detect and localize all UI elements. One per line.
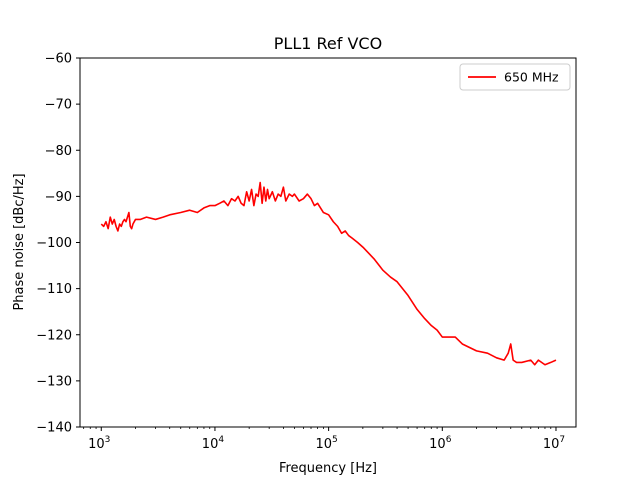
y-tick-label-0: −60: [45, 52, 72, 67]
y-tick-label-2: −80: [45, 144, 72, 159]
y-tick-label-3: −90: [45, 190, 72, 205]
x-tick-exponent-3: 6: [446, 435, 452, 445]
x-tick-exponent-4: 7: [559, 435, 565, 445]
y-tick-label-1: −70: [45, 98, 72, 113]
legend-box: [459, 63, 571, 91]
y-tick-label-8: −140: [36, 421, 72, 436]
x-tick-exponent-0: 3: [105, 435, 111, 445]
legend-label-0: 650 MHz: [504, 70, 559, 85]
y-tick-label-5: −110: [36, 282, 72, 297]
y-tick-label-6: −120: [36, 328, 72, 343]
chart-title: PLL1 Ref VCO: [274, 34, 382, 53]
y-tick-label-4: −100: [36, 236, 72, 251]
y-axis-label: Phase noise [dBc/Hz]: [12, 173, 27, 310]
y-tick-label-7: −130: [36, 374, 72, 389]
x-tick-exponent-1: 4: [218, 435, 224, 445]
x-tick-exponent-2: 5: [332, 435, 338, 445]
series-line-0: [100, 181, 557, 366]
legend: 650 MHz: [459, 63, 571, 91]
x-axis-label: Frequency [Hz]: [279, 461, 377, 476]
